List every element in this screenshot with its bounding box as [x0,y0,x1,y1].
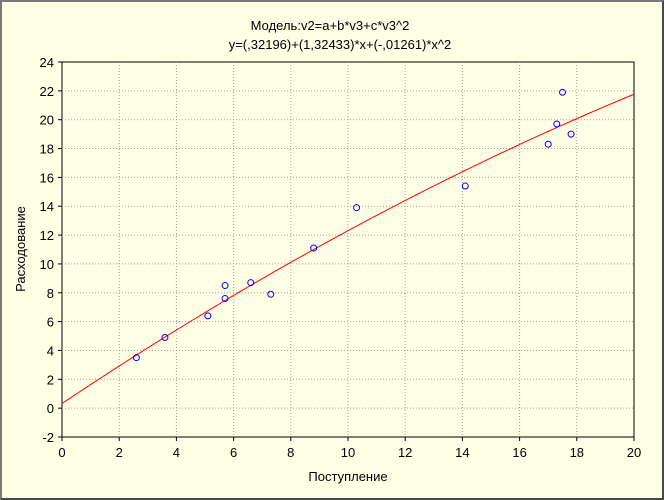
data-point [567,130,575,138]
data-point [461,182,469,190]
y-axis-label: Расходование [13,206,28,292]
y-tick-label: 14 [40,199,54,214]
data-point [310,244,318,252]
data-point [161,333,169,341]
fit-curve-group [61,93,635,404]
data-point [221,295,229,303]
x-tick-label: 20 [627,445,641,460]
data-points [132,88,575,362]
data-point [132,354,140,362]
data-point [544,140,552,148]
data-point [353,204,361,212]
y-tick-label: 2 [47,372,54,387]
data-point [221,282,229,290]
x-tick-label: 10 [341,445,355,460]
x-axis-label: Поступление [308,469,387,484]
y-tick-label: 8 [47,286,54,301]
x-tick-label: 2 [116,445,123,460]
x-tick-label: 4 [173,445,180,460]
y-tick-label: 6 [47,315,54,330]
fit-curve [61,93,635,404]
data-point [559,88,566,96]
y-tick-label: 18 [40,142,54,157]
data-point [247,279,255,287]
chart-title: Модель:v2=a+b*v3+c*v3^2 [251,18,410,33]
y-tick-label: -2 [42,430,54,445]
y-tick-label: 24 [40,55,54,70]
y-tick-label: 10 [40,257,54,272]
y-tick-label: 16 [40,170,54,185]
data-point [204,312,212,320]
x-tick-label: 18 [570,445,584,460]
data-point [267,290,275,298]
y-tick-label: 12 [40,228,54,243]
grid-lines [62,62,634,437]
y-tick-label: 4 [47,343,54,358]
y-tick-label: 20 [40,113,54,128]
y-tick-label: 22 [40,84,54,99]
x-tick-label: 8 [287,445,294,460]
data-point [553,120,561,128]
y-tick-label: 0 [47,401,54,416]
x-tick-label: 14 [455,445,469,460]
x-tick-label: 12 [398,445,412,460]
x-tick-label: 16 [512,445,526,460]
x-tick-label: 6 [230,445,237,460]
chart-subtitle: y=(,32196)+(1,32433)*x+(-,01261)*x^2 [229,37,452,52]
x-tick-label: 0 [58,445,65,460]
